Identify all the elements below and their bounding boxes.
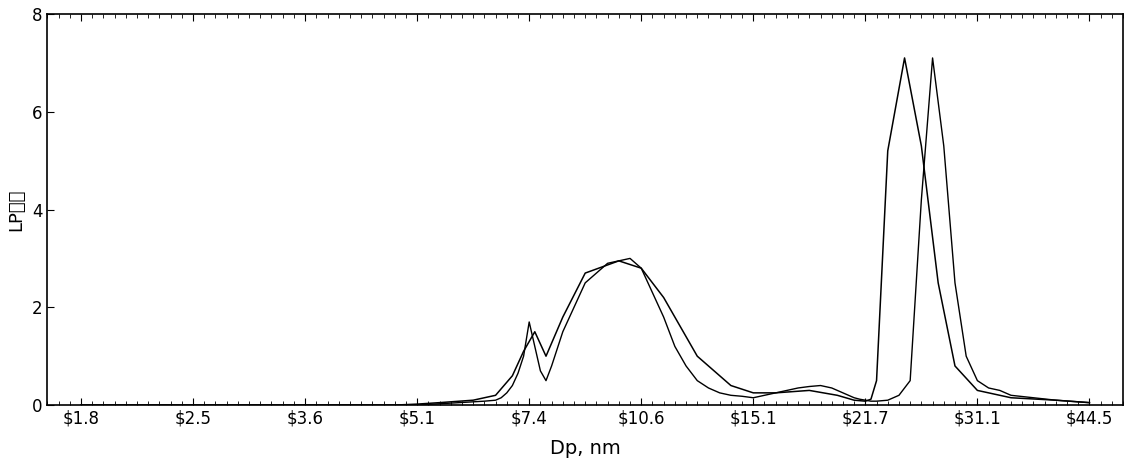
X-axis label: Dp, nm: Dp, nm <box>550 439 620 458</box>
Y-axis label: LP质量: LP质量 <box>7 188 25 231</box>
